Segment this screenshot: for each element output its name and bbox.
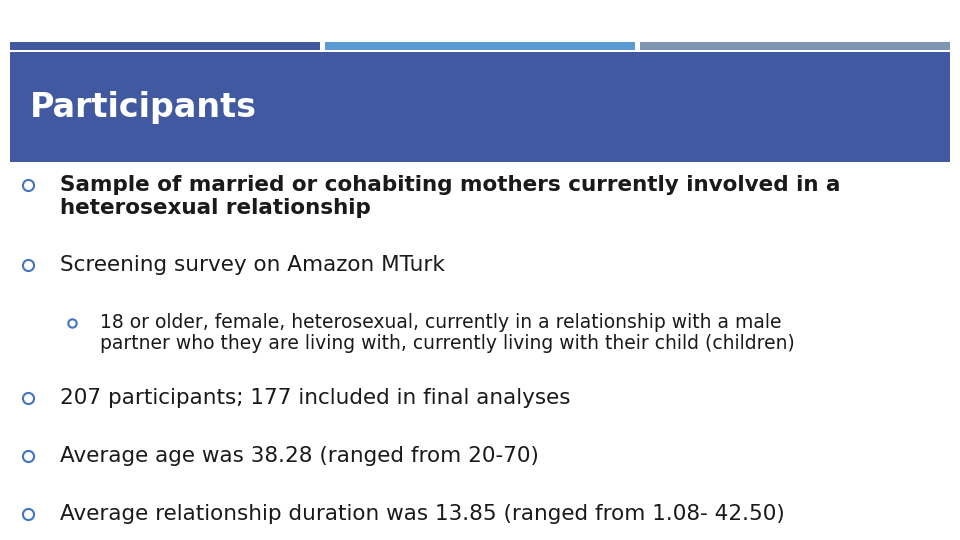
Bar xyxy=(640,42,950,50)
Text: 18 or older, female, heterosexual, currently in a relationship with a male: 18 or older, female, heterosexual, curre… xyxy=(100,314,781,333)
Text: Average age was 38.28 (ranged from 20-70): Average age was 38.28 (ranged from 20-70… xyxy=(60,446,539,466)
Text: Screening survey on Amazon MTurk: Screening survey on Amazon MTurk xyxy=(60,255,444,275)
Bar xyxy=(325,42,635,50)
Text: 207 participants; 177 included in final analyses: 207 participants; 177 included in final … xyxy=(60,388,570,408)
Bar xyxy=(10,42,320,50)
Text: Sample of married or cohabiting mothers currently involved in a: Sample of married or cohabiting mothers … xyxy=(60,175,841,195)
Text: heterosexual relationship: heterosexual relationship xyxy=(60,198,371,218)
Text: Participants: Participants xyxy=(30,91,257,124)
Bar xyxy=(10,52,950,162)
Text: partner who they are living with, currently living with their child (children): partner who they are living with, curren… xyxy=(100,334,795,353)
Text: Average relationship duration was 13.85 (ranged from 1.08- 42.50): Average relationship duration was 13.85 … xyxy=(60,504,784,524)
